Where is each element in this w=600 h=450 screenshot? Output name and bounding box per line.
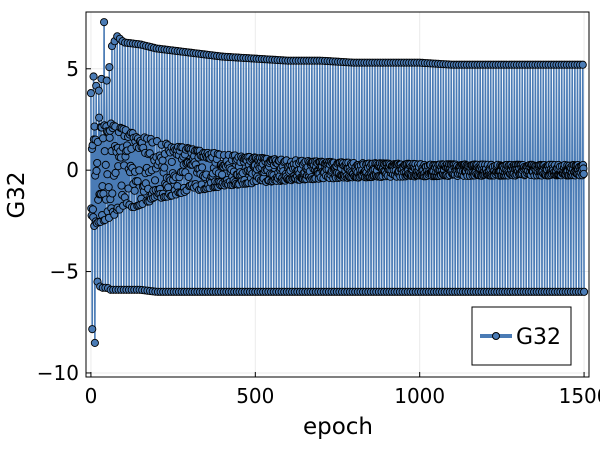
legend-marker-swatch [492, 332, 500, 340]
y-tick-label: −5 [50, 260, 79, 284]
data-point [86, 89, 95, 98]
y-tick-label: 0 [66, 158, 79, 182]
data-point [94, 86, 103, 95]
data-point [88, 205, 97, 214]
data-point [133, 177, 142, 186]
data-point [167, 157, 176, 166]
x-axis-ticks: 0 500 1000 1500 [85, 372, 600, 408]
data-point [130, 186, 139, 195]
data-point [150, 176, 160, 185]
data-point [89, 72, 98, 81]
data-point [93, 158, 102, 168]
data-point [104, 183, 113, 192]
data-point [580, 287, 589, 296]
x-tick-label: 500 [236, 384, 274, 408]
data-point [578, 60, 587, 69]
y-axis-ticks: −10 −5 0 5 [37, 57, 91, 385]
legend-label-g32: G32 [516, 325, 561, 350]
y-axis-label: G32 [4, 171, 30, 218]
x-tick-label: 1000 [394, 384, 445, 408]
data-point [99, 134, 108, 143]
data-point [164, 183, 173, 192]
data-point [158, 156, 167, 165]
x-tick-label: 0 [85, 384, 98, 408]
data-point [218, 170, 227, 179]
data-point [102, 76, 111, 85]
legend: G32 [471, 306, 572, 366]
data-point [111, 168, 120, 177]
data-point [160, 163, 169, 172]
plot-frame [85, 11, 590, 378]
data-point [88, 325, 97, 334]
x-tick-label: 1500 [559, 384, 600, 408]
series-g32 [86, 18, 589, 347]
y-tick-label: 5 [66, 57, 79, 81]
y-tick-label: −10 [37, 361, 79, 385]
data-point [197, 163, 207, 172]
data-point [105, 63, 114, 72]
data-point [92, 166, 101, 175]
data-point [105, 133, 114, 142]
data-point [101, 160, 110, 169]
data-point [100, 147, 109, 156]
x-axis-label: epoch [303, 414, 373, 440]
data-point [100, 18, 109, 27]
data-point [103, 170, 112, 179]
data-point [90, 338, 99, 347]
data-point [184, 172, 193, 181]
data-point [95, 113, 104, 122]
data-point [117, 181, 126, 190]
data-point [108, 189, 117, 198]
data-point [579, 169, 588, 178]
